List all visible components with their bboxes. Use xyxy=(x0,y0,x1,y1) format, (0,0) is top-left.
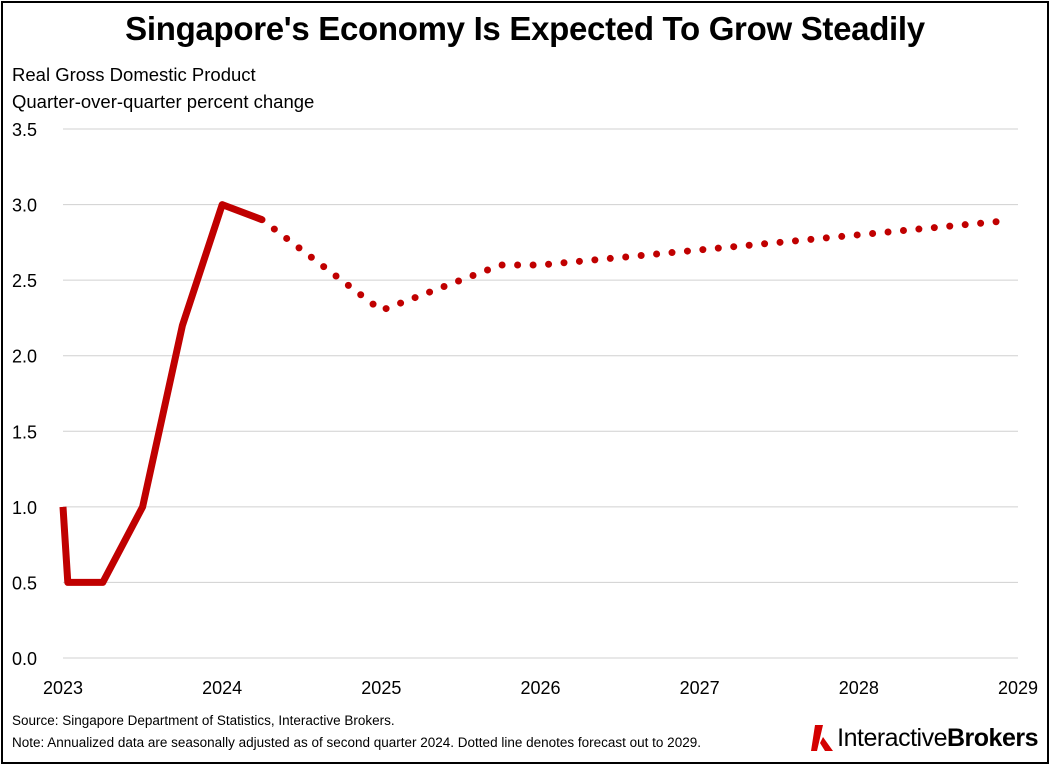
chart-title: Singapore's Economy Is Expected To Grow … xyxy=(125,10,925,47)
y-tick-label: 2.0 xyxy=(12,347,37,367)
x-tick-label: 2025 xyxy=(361,678,401,698)
y-tick-label: 1.5 xyxy=(12,422,37,442)
source-note: Source: Singapore Department of Statisti… xyxy=(12,713,395,728)
actual-line xyxy=(59,201,264,586)
y-axis-tick-labels: 0.0 0.5 1.0 1.5 2.0 2.5 3.0 3.5 xyxy=(12,120,37,669)
y-tick-label: 0.5 xyxy=(12,573,37,593)
x-axis-tick-labels: 2023 2024 2025 2026 2027 2028 2029 xyxy=(43,678,1038,698)
chart-subtitle-measure: Real Gross Domestic Product xyxy=(12,64,256,85)
x-tick-label: 2024 xyxy=(202,678,242,698)
brand-name-regular: Interactive xyxy=(837,723,947,752)
brand-logo: InteractiveBrokers xyxy=(809,720,1039,756)
x-tick-label: 2029 xyxy=(998,678,1038,698)
x-tick-label: 2027 xyxy=(680,678,720,698)
chart-subtitle-unit: Quarter-over-quarter percent change xyxy=(12,91,315,112)
y-tick-label: 2.5 xyxy=(12,271,37,291)
brand-name: InteractiveBrokers xyxy=(837,724,1038,753)
y-tick-label: 1.0 xyxy=(12,498,37,518)
x-tick-label: 2028 xyxy=(839,678,879,698)
y-tick-label: 3.5 xyxy=(12,120,37,140)
x-tick-label: 2023 xyxy=(43,678,83,698)
x-tick-label: 2026 xyxy=(520,678,560,698)
y-tick-label: 0.0 xyxy=(12,649,37,669)
brand-mark-icon xyxy=(811,725,834,751)
forecast-line xyxy=(258,216,1006,314)
footnote: Note: Annualized data are seasonally adj… xyxy=(12,735,701,750)
series-lines xyxy=(59,201,1006,586)
brand-name-bold: Brokers xyxy=(947,723,1039,752)
gridlines xyxy=(63,128,1018,659)
y-tick-label: 3.0 xyxy=(12,196,37,216)
